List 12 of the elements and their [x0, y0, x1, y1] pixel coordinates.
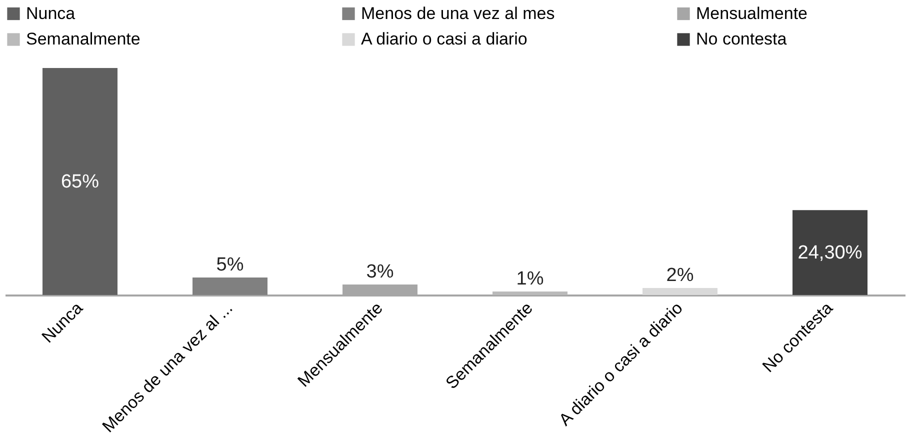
legend-label: No contesta: [696, 30, 788, 48]
data-label: 24,30%: [798, 242, 862, 264]
legend-label: Nunca: [26, 4, 76, 23]
data-label: 2%: [666, 265, 694, 286]
legend-label: A diario o casi a diario: [361, 30, 528, 48]
legend-label: Mensualmente: [696, 4, 808, 23]
legend-label: Menos de una vez al mes: [361, 4, 555, 23]
legend-label: Semanalmente: [26, 30, 140, 48]
data-label: 3%: [366, 262, 394, 283]
data-label: 5%: [216, 254, 244, 276]
data-label: 1%: [516, 268, 544, 290]
data-label: 65%: [60, 172, 100, 192]
